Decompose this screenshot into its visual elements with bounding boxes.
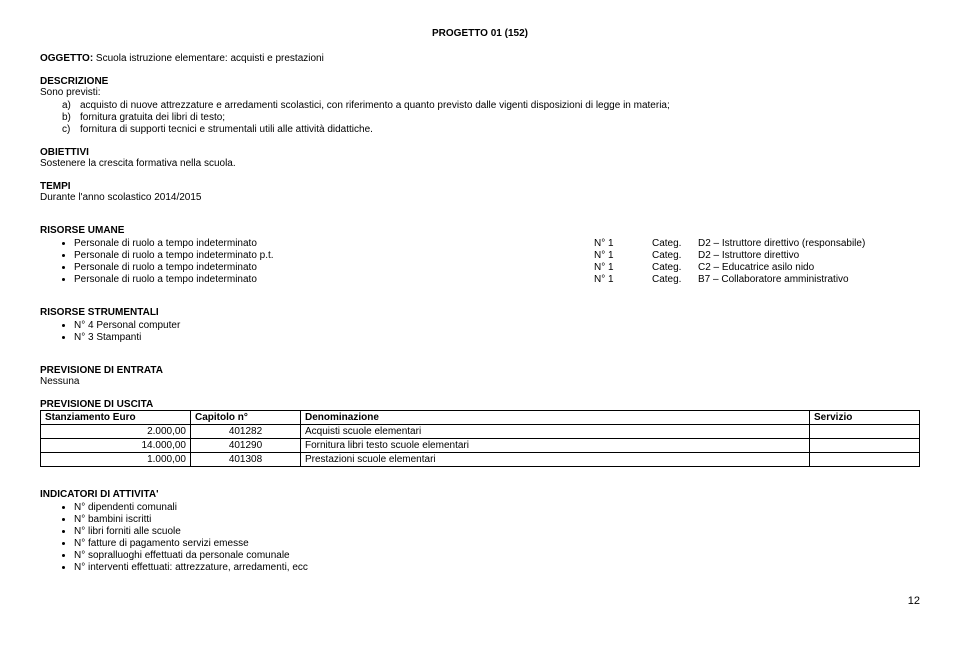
list-text: fornitura di supporti tecnici e strument… — [80, 124, 373, 135]
ru-n: N° 1 — [594, 274, 652, 285]
list-item: c)fornitura di supporti tecnici e strume… — [62, 124, 920, 135]
prev-entrata-head: PREVISIONE DI ENTRATA — [40, 365, 920, 376]
ru-n: N° 1 — [594, 262, 652, 273]
table-row: 2.000,00 401282 Acquisti scuole elementa… — [41, 425, 920, 439]
cell — [810, 425, 920, 439]
table-header-row: Stanziamento Euro Capitolo n° Denominazi… — [41, 411, 920, 425]
list-item: b)fornitura gratuita dei libri di testo; — [62, 112, 920, 123]
list-item: N° bambini iscritti — [74, 514, 920, 525]
descrizione-list: a)acquisto di nuove attrezzature e arred… — [62, 100, 920, 135]
cell: Acquisti scuole elementari — [301, 425, 810, 439]
cell: 2.000,00 — [41, 425, 191, 439]
uscita-table: Stanziamento Euro Capitolo n° Denominazi… — [40, 410, 920, 467]
list-item: N° libri forniti alle scuole — [74, 526, 920, 537]
list-marker: a) — [62, 100, 80, 111]
cell: 401308 — [191, 453, 301, 467]
risorse-strum-head: RISORSE STRUMENTALI — [40, 307, 920, 318]
list-item: Personale di ruolo a tempo indeterminato… — [74, 238, 920, 249]
th-stanziamento: Stanziamento Euro — [41, 411, 191, 425]
indicatori-head: INDICATORI DI ATTIVITA' — [40, 489, 920, 500]
tempi-text: Durante l'anno scolastico 2014/2015 — [40, 192, 920, 203]
obiettivi-head: OBIETTIVI — [40, 147, 920, 158]
risorse-umane-list: Personale di ruolo a tempo indeterminato… — [74, 238, 920, 285]
list-item: N° 4 Personal computer — [74, 320, 920, 331]
ru-left: Personale di ruolo a tempo indeterminato — [74, 262, 594, 273]
oggetto-label: OGGETTO: — [40, 53, 93, 64]
ru-cat: Categ. — [652, 238, 698, 249]
page-number: 12 — [40, 595, 920, 607]
risorse-umane-head: RISORSE UMANE — [40, 225, 920, 236]
ru-n: N° 1 — [594, 250, 652, 261]
prev-entrata-text: Nessuna — [40, 376, 920, 387]
cell: 14.000,00 — [41, 439, 191, 453]
ru-left: Personale di ruolo a tempo indeterminato… — [74, 250, 594, 261]
table-row: 14.000,00 401290 Fornitura libri testo s… — [41, 439, 920, 453]
table-row: 1.000,00 401308 Prestazioni scuole eleme… — [41, 453, 920, 467]
cell: 1.000,00 — [41, 453, 191, 467]
list-item: Personale di ruolo a tempo indeterminato… — [74, 274, 920, 285]
prev-uscita-head: PREVISIONE DI USCITA — [40, 399, 920, 410]
ru-cat: Categ. — [652, 274, 698, 285]
list-text: fornitura gratuita dei libri di testo; — [80, 112, 225, 123]
list-item: N° sopralluoghi effettuati da personale … — [74, 550, 920, 561]
list-item: Personale di ruolo a tempo indeterminato… — [74, 262, 920, 273]
list-marker: b) — [62, 112, 80, 123]
cell: 401282 — [191, 425, 301, 439]
cell: 401290 — [191, 439, 301, 453]
ru-desc: B7 – Collaboratore amministrativo — [698, 274, 920, 285]
project-title: PROGETTO 01 (152) — [40, 28, 920, 39]
obiettivi-text: Sostenere la crescita formativa nella sc… — [40, 158, 920, 169]
ru-cat: Categ. — [652, 250, 698, 261]
tempi-head: TEMPI — [40, 181, 920, 192]
list-text: acquisto di nuove attrezzature e arredam… — [80, 100, 670, 111]
list-item: N° fatture di pagamento servizi emesse — [74, 538, 920, 549]
ru-left: Personale di ruolo a tempo indeterminato — [74, 238, 594, 249]
cell: Fornitura libri testo scuole elementari — [301, 439, 810, 453]
th-servizio: Servizio — [810, 411, 920, 425]
ru-left: Personale di ruolo a tempo indeterminato — [74, 274, 594, 285]
ru-cat: Categ. — [652, 262, 698, 273]
cell — [810, 453, 920, 467]
th-denominazione: Denominazione — [301, 411, 810, 425]
th-capitolo: Capitolo n° — [191, 411, 301, 425]
ru-desc: D2 – Istruttore direttivo (responsabile) — [698, 238, 920, 249]
sono-previsti: Sono previsti: — [40, 87, 920, 98]
list-item: N° 3 Stampanti — [74, 332, 920, 343]
ru-desc: D2 – Istruttore direttivo — [698, 250, 920, 261]
cell — [810, 439, 920, 453]
list-item: N° dipendenti comunali — [74, 502, 920, 513]
list-item: N° interventi effettuati: attrezzature, … — [74, 562, 920, 573]
oggetto-text: Scuola istruzione elementare: acquisti e… — [93, 53, 324, 64]
descrizione-head: DESCRIZIONE — [40, 76, 920, 87]
list-marker: c) — [62, 124, 80, 135]
ru-n: N° 1 — [594, 238, 652, 249]
list-item: a)acquisto di nuove attrezzature e arred… — [62, 100, 920, 111]
risorse-strum-list: N° 4 Personal computer N° 3 Stampanti — [74, 320, 920, 343]
indicatori-list: N° dipendenti comunali N° bambini iscrit… — [74, 502, 920, 573]
ru-desc: C2 – Educatrice asilo nido — [698, 262, 920, 273]
cell: Prestazioni scuole elementari — [301, 453, 810, 467]
list-item: Personale di ruolo a tempo indeterminato… — [74, 250, 920, 261]
